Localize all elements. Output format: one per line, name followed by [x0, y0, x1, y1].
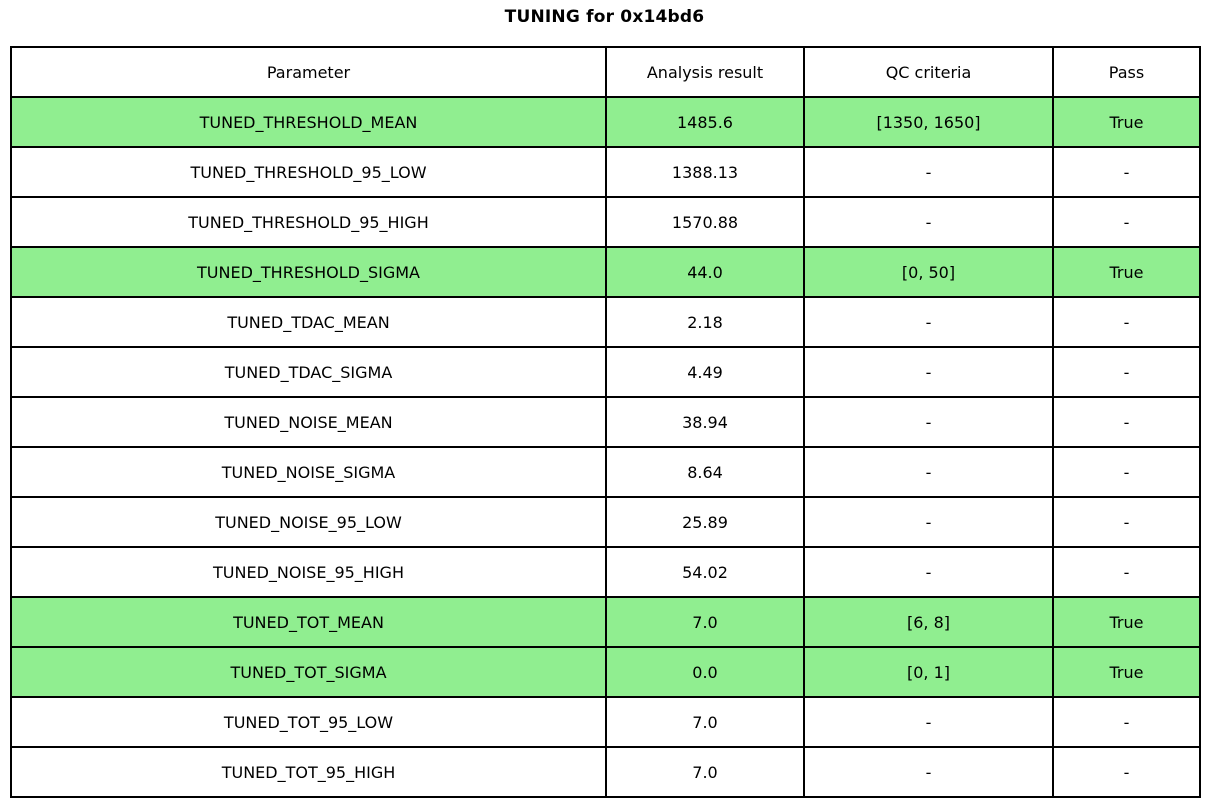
table-row: TUNED_TOT_95_HIGH 7.0- - [10, 746, 1201, 798]
cell-qc: [0, 1] [803, 646, 1054, 698]
cell-parameter: TUNED_NOISE_95_LOW [10, 496, 607, 548]
cell-parameter: TUNED_NOISE_MEAN [10, 396, 607, 448]
cell-qc: [6, 8] [803, 596, 1054, 648]
cell-qc: [0, 50] [803, 246, 1054, 298]
table-row: TUNED_THRESHOLD_MEAN 1485.6 [1350, 1650] Tr… [10, 96, 1201, 148]
table-row: TUNED_TOT_SIGMA 0.0 [0, 1] True [10, 646, 1201, 698]
cell-pass: - [1052, 346, 1201, 398]
cell-parameter: TUNED_TOT_95_HIGH [10, 746, 607, 798]
table-row: TUNED_TDAC_SIGMA 4.49- - [10, 346, 1201, 398]
cell-pass: True [1052, 596, 1201, 648]
cell-qc: - [803, 546, 1054, 598]
cell-qc: - [803, 196, 1054, 248]
qc-table-header: Parameter Analysis result QC criteria Pa… [10, 46, 1201, 98]
cell-pass: - [1052, 196, 1201, 248]
cell-parameter: TUNED_NOISE_SIGMA [10, 446, 607, 498]
cell-result: 25.89 [605, 496, 805, 548]
cell-qc: - [803, 696, 1054, 748]
cell-qc: [1350, 1650] [803, 96, 1054, 148]
cell-pass: - [1052, 696, 1201, 748]
cell-qc: - [803, 496, 1054, 548]
cell-parameter: TUNED_THRESHOLD_95_HIGH [10, 196, 607, 248]
header-row: Parameter Analysis result QC criteria Pa… [10, 46, 1201, 98]
table-row: TUNED_TOT_MEAN 7.0 [6, 8] True [10, 596, 1201, 648]
cell-result: 1485.6 [605, 96, 805, 148]
table-row: TUNED_NOISE_MEAN 38.94- - [10, 396, 1201, 448]
cell-result: 2.18 [605, 296, 805, 348]
cell-result: 44.0 [605, 246, 805, 298]
cell-result: 54.02 [605, 546, 805, 598]
page-title: TUNING for 0x14bd6 [504, 7, 705, 27]
cell-result: 7.0 [605, 596, 805, 648]
qc-table-body: TUNED_THRESHOLD_MEAN 1485.6 [1350, 1650] Tr… [10, 96, 1201, 798]
cell-pass: True [1052, 96, 1201, 148]
cell-qc: - [803, 746, 1054, 798]
cell-parameter: TUNED_TDAC_MEAN [10, 296, 607, 348]
cell-pass: - [1052, 446, 1201, 498]
cell-pass: - [1052, 546, 1201, 598]
cell-parameter: TUNED_NOISE_95_HIGH [10, 546, 607, 598]
cell-result: 38.94 [605, 396, 805, 448]
cell-pass: - [1052, 396, 1201, 448]
table-row: TUNED_THRESHOLD_SIGMA 44.0 [0, 50] True [10, 246, 1201, 298]
cell-result: 0.0 [605, 646, 805, 698]
cell-parameter: TUNED_TOT_95_LOW [10, 696, 607, 748]
cell-pass: - [1052, 496, 1201, 548]
cell-result: 8.64 [605, 446, 805, 498]
col-header-qc-criteria: QC criteria [803, 46, 1054, 98]
cell-qc: - [803, 396, 1054, 448]
cell-pass: - [1052, 146, 1201, 198]
col-header-analysis-result: Analysis result [605, 46, 805, 98]
cell-parameter: TUNED_TDAC_SIGMA [10, 346, 607, 398]
cell-result: 1388.13 [605, 146, 805, 198]
table-row: TUNED_TOT_95_LOW 7.0- - [10, 696, 1201, 748]
cell-qc: - [803, 446, 1054, 498]
cell-pass: - [1052, 746, 1201, 798]
cell-result: 4.49 [605, 346, 805, 398]
qc-results-table: Parameter Analysis result QC criteria Pa… [10, 46, 1201, 798]
cell-pass: True [1052, 246, 1201, 298]
table-row: TUNED_NOISE_95_LOW 25.89- - [10, 496, 1201, 548]
cell-result: 7.0 [605, 746, 805, 798]
cell-result: 1570.88 [605, 196, 805, 248]
cell-parameter: TUNED_TOT_MEAN [10, 596, 607, 648]
cell-pass: True [1052, 646, 1201, 698]
cell-pass: - [1052, 296, 1201, 348]
cell-qc: - [803, 296, 1054, 348]
table-row: TUNED_THRESHOLD_95_HIGH 1570.88- - [10, 196, 1201, 248]
col-header-parameter: Parameter [10, 46, 607, 98]
table-row: TUNED_THRESHOLD_95_LOW 1388.13- - [10, 146, 1201, 198]
cell-qc: - [803, 146, 1054, 198]
cell-result: 7.0 [605, 696, 805, 748]
table-row: TUNED_NOISE_SIGMA 8.64- - [10, 446, 1201, 498]
table-row: TUNED_TDAC_MEAN 2.18- - [10, 296, 1201, 348]
cell-parameter: TUNED_THRESHOLD_MEAN [10, 96, 607, 148]
table-row: TUNED_NOISE_95_HIGH 54.02- - [10, 546, 1201, 598]
col-header-pass: Pass [1052, 46, 1201, 98]
cell-parameter: TUNED_TOT_SIGMA [10, 646, 607, 698]
cell-qc: - [803, 346, 1054, 398]
cell-parameter: TUNED_THRESHOLD_95_LOW [10, 146, 607, 198]
cell-parameter: TUNED_THRESHOLD_SIGMA [10, 246, 607, 298]
